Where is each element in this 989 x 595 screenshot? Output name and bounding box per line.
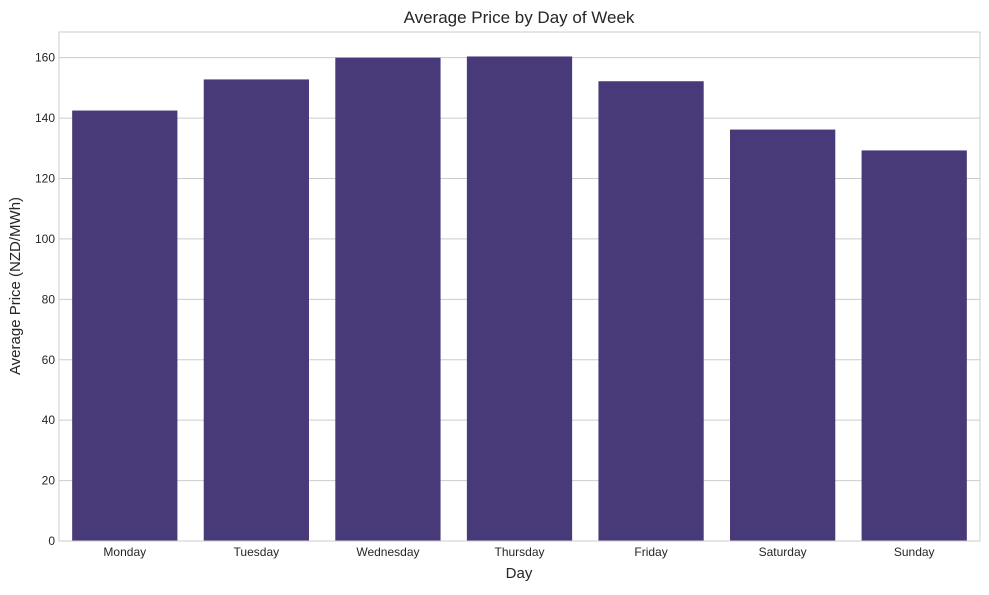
y-tick-label: 20 [42, 474, 56, 488]
y-tick-label: 160 [35, 51, 55, 65]
y-tick-label: 140 [35, 111, 55, 125]
y-tick-label: 40 [42, 413, 56, 427]
y-tick-label: 100 [35, 232, 55, 246]
y-axis-ticks: 0 20 40 60 80 100 120 140 160 [35, 51, 55, 548]
plot-area-frame [58, 31, 981, 542]
y-tick-label: 0 [48, 534, 55, 548]
x-tick-label: Saturday [759, 545, 807, 559]
bar-tuesday [203, 79, 309, 541]
chart-title: Average Price by Day of Week [404, 8, 635, 27]
bar-saturday [730, 129, 836, 541]
y-axis-label: Average Price (NZD/MWh) [7, 197, 24, 375]
bar-friday [598, 81, 704, 541]
x-tick-label: Thursday [494, 545, 544, 559]
y-tick-label: 80 [42, 292, 56, 306]
x-tick-label: Sunday [894, 545, 935, 559]
x-tick-label: Tuesday [234, 545, 280, 559]
bar-thursday [466, 56, 573, 541]
x-axis-label: Day [506, 565, 533, 582]
y-tick-label: 60 [42, 353, 56, 367]
x-tick-label: Friday [634, 545, 667, 559]
x-tick-label: Wednesday [356, 545, 419, 559]
x-tick-label: Monday [103, 545, 146, 559]
y-tick-label: 120 [35, 172, 55, 186]
x-axis-ticks: Monday Tuesday Wednesday Thursday Friday Satu… [103, 545, 934, 559]
bar-sunday [861, 150, 967, 541]
bar-monday [72, 110, 178, 541]
bar-wednesday [335, 57, 441, 541]
bars [72, 56, 967, 541]
